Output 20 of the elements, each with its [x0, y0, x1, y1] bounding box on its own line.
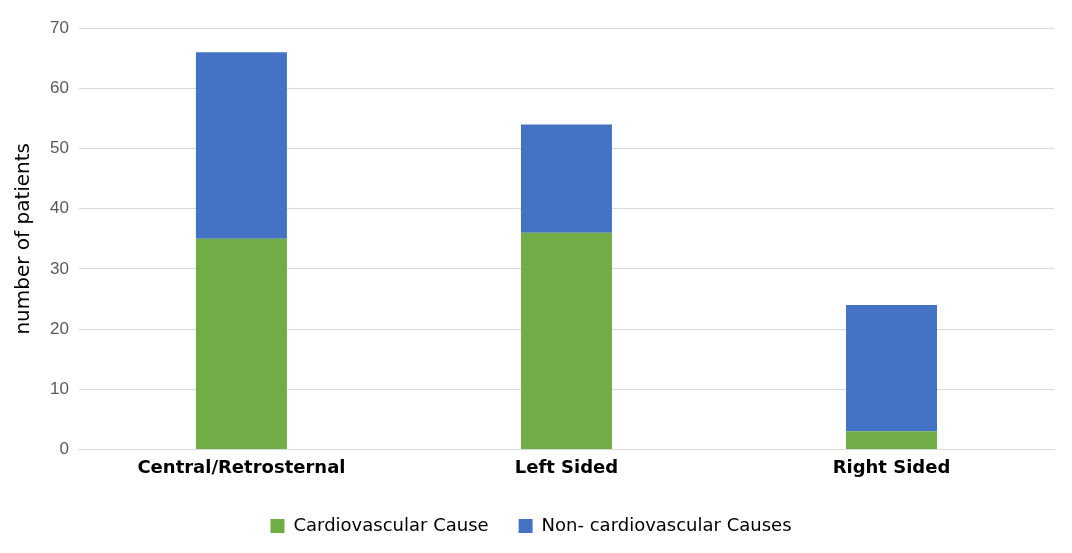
legend-label: Non- cardiovascular Causes — [541, 513, 792, 535]
bar — [845, 431, 937, 449]
y-tick-label: 10 — [49, 378, 69, 398]
x-tick-label: Left Sided — [514, 455, 619, 477]
x-tick-label: Right Sided — [832, 455, 951, 477]
y-tick-label: 20 — [49, 318, 69, 338]
bar — [845, 304, 937, 432]
x-tick-label: Central/Retrosternal — [137, 455, 346, 477]
bar — [195, 238, 287, 449]
y-tick-label: 30 — [49, 258, 69, 278]
y-tick-label: 40 — [49, 198, 69, 218]
bar — [520, 124, 612, 233]
y-tick-label: 0 — [59, 439, 69, 459]
bar — [520, 232, 612, 449]
y-tick-label: 60 — [49, 78, 69, 98]
y-tick-label: 50 — [49, 138, 69, 158]
y-tick-label: 70 — [49, 17, 69, 37]
bar — [195, 52, 287, 239]
y-axis-title: number of patients — [10, 142, 35, 335]
legend-label: Cardiovascular Cause — [293, 513, 489, 535]
